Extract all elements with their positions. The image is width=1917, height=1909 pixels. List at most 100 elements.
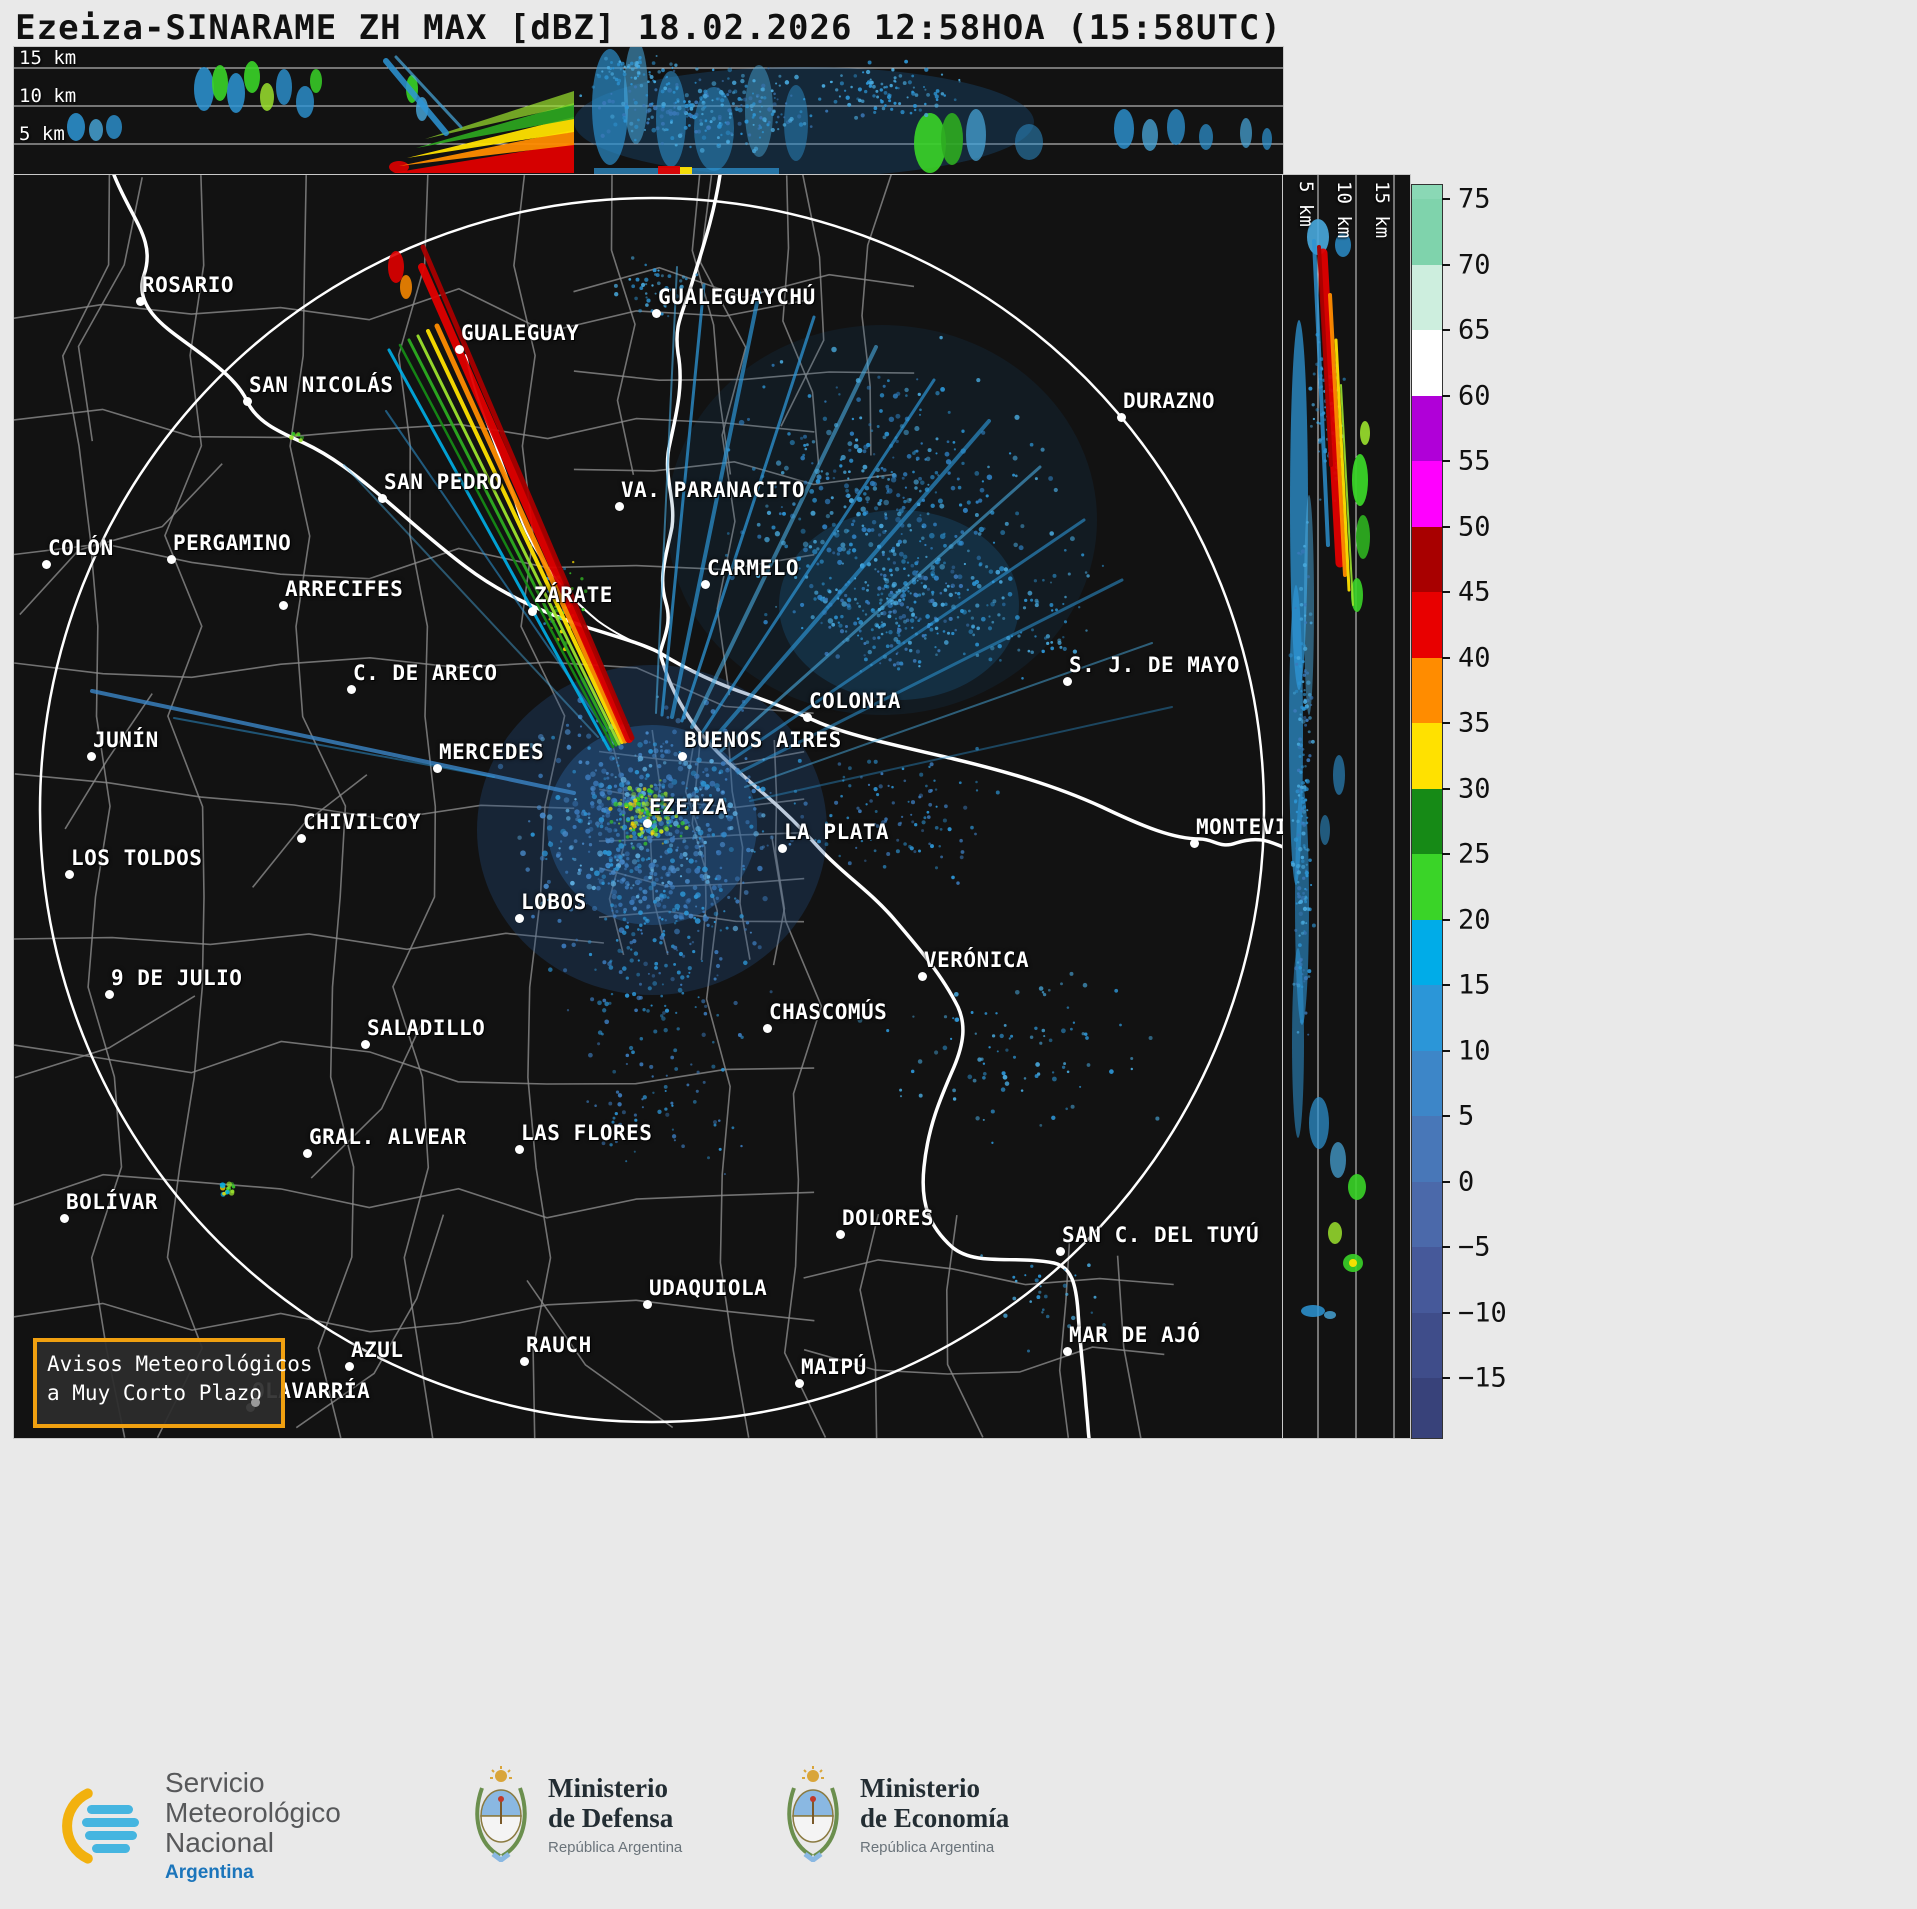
city-dot (1063, 677, 1072, 686)
city-dot (763, 1024, 772, 1033)
colorbar-value-label: −5 (1458, 1231, 1491, 1263)
smn-text: Servicio Meteorológico Nacional Argentin… (165, 1768, 341, 1884)
city-dot (42, 560, 51, 569)
altitude-label-5km: 5 km (1295, 181, 1317, 227)
city-dot (918, 972, 927, 981)
colorbar-tick (1442, 722, 1450, 724)
city-label: SAN C. DEL TUYÚ (1062, 1223, 1260, 1247)
colorbar-segment (1412, 185, 1442, 199)
radar-echoes-right (1288, 219, 1370, 1319)
city-label: CARMELO (707, 556, 800, 580)
colorbar-segment (1412, 199, 1442, 265)
city-label: S. J. DE MAYO (1069, 653, 1240, 677)
colorbar-tick (1442, 853, 1450, 855)
colorbar-value-label: 35 (1458, 707, 1491, 739)
colorbar-value-label: 70 (1458, 249, 1491, 280)
city-label: VERÓNICA (924, 948, 1030, 972)
defensa-line2: de Defensa (548, 1802, 674, 1833)
city-label: MONTEVIDEO (1196, 815, 1283, 839)
radar-echoes-top (67, 47, 1272, 175)
colorbar-tick (1442, 525, 1450, 528)
colorbar-gradient (1412, 185, 1442, 1438)
colorbar-tick (1442, 460, 1450, 462)
cross-section-right: 5 km 10 km 15 km (1283, 175, 1410, 1438)
city-dot (528, 607, 537, 616)
city-label: MAR DE AJÓ (1069, 1323, 1201, 1347)
cross-section-top: 15 km 10 km 5 km (14, 47, 1283, 175)
city-label: ARRECIFES (285, 577, 404, 601)
city-dot (455, 345, 464, 354)
colorbar-segment (1412, 723, 1442, 789)
colorbar-segment (1412, 1116, 1442, 1182)
smn-name-line2: Meteorológico (165, 1797, 341, 1828)
city-label: JUNÍN (93, 728, 159, 752)
colorbar-segment (1412, 526, 1442, 592)
economia-sub: República Argentina (860, 1838, 995, 1856)
argentina-coat-of-arms-icon (475, 1766, 527, 1862)
colorbar-segment (1412, 788, 1442, 854)
colorbar-value-label: 5 (1458, 1100, 1475, 1132)
city-dot (87, 752, 96, 761)
city-dot (297, 834, 306, 843)
colorbar-segment (1412, 919, 1442, 985)
city-label: 9 DE JULIO (111, 966, 243, 990)
smn-country: Argentina (165, 1862, 254, 1883)
city-layer: ROSARIO GUALEGUAYCHÚ GUALEGUAY SAN NICOLÁS D… (14, 175, 1283, 1438)
city-label: ROSARIO (142, 273, 235, 297)
smn-name-line1: Servicio (165, 1767, 265, 1798)
city-dot (60, 1214, 69, 1223)
city-label: SAN PEDRO (384, 470, 503, 494)
colorbar-tick (1442, 263, 1450, 266)
city-dot (520, 1357, 529, 1366)
ministerio-economia-text: Ministerio de Economía República Argenti… (860, 1773, 1009, 1856)
city-dot (515, 914, 524, 923)
colorbar-value-label: 0 (1458, 1166, 1475, 1197)
colorbar-segment (1412, 264, 1442, 330)
city-label: BOLÍVAR (66, 1190, 159, 1214)
city-label: RAUCH (526, 1333, 592, 1357)
colorbar-tick (1442, 1049, 1450, 1052)
smn-name-line3: Nacional (165, 1827, 274, 1858)
defensa-sub: República Argentina (548, 1838, 683, 1856)
city-label: PERGAMINO (173, 531, 292, 555)
city-label: AZUL (351, 1338, 404, 1362)
argentina-coat-of-arms-icon (787, 1766, 839, 1862)
city-dot (105, 990, 114, 999)
colorbar-value-label: 20 (1458, 904, 1491, 935)
colorbar-segment (1412, 461, 1442, 527)
alert-box: Avisos Meteorológicos a Muy Corto Plazo (33, 1338, 313, 1428)
alert-line1: Avisos Meteorológicos (47, 1352, 313, 1376)
colorbar-tick (1442, 656, 1450, 659)
altitude-label-10km: 10 km (19, 85, 77, 107)
colorbar-value-label: 15 (1458, 969, 1491, 1001)
city-label: BUENOS AIRES (684, 728, 842, 752)
altitude-label-5km: 5 km (19, 123, 65, 145)
defensa-line1: Ministerio (548, 1772, 668, 1803)
city-label: UDAQUIOLA (649, 1276, 768, 1300)
radar-echoes-map (90, 244, 1173, 1353)
city-dot (701, 580, 710, 589)
city-label: EZEIZA (649, 795, 728, 819)
city-dot (361, 1040, 370, 1049)
city-dot (803, 713, 812, 722)
city-dot (1117, 413, 1126, 422)
alert-line2: a Muy Corto Plazo (47, 1381, 262, 1405)
ministerio-defensa-block: Ministerio de Defensa República Argentin… (470, 1766, 682, 1862)
city-label: C. DE ARECO (353, 661, 498, 685)
colorbar-value-label: 50 (1458, 511, 1491, 542)
dbz-colorbar: 75 70 65 60 55 50 45 40 35 30 25 20 15 10 5 0 −5 −10 −15 (1412, 185, 1532, 1438)
city-label: ZÁRATE (534, 583, 613, 607)
city-dot (136, 297, 145, 306)
colorbar-segment (1412, 657, 1442, 723)
colorbar-segment (1412, 1247, 1442, 1313)
colorbar-value-label: 60 (1458, 380, 1491, 411)
city-label: LAS FLORES (521, 1121, 653, 1145)
colorbar-segment (1412, 1050, 1442, 1116)
city-dot (303, 1149, 312, 1158)
radar-map-canvas (14, 175, 1283, 1438)
colorbar-tick (1442, 1377, 1450, 1379)
city-dot (279, 601, 288, 610)
smn-logo-block: Servicio Meteorológico Nacional Argentin… (57, 1768, 341, 1884)
page-title: Ezeiza-SINARAME ZH MAX [dBZ] 18.02.2026 … (15, 8, 1282, 48)
colorbar-segment (1412, 395, 1442, 461)
